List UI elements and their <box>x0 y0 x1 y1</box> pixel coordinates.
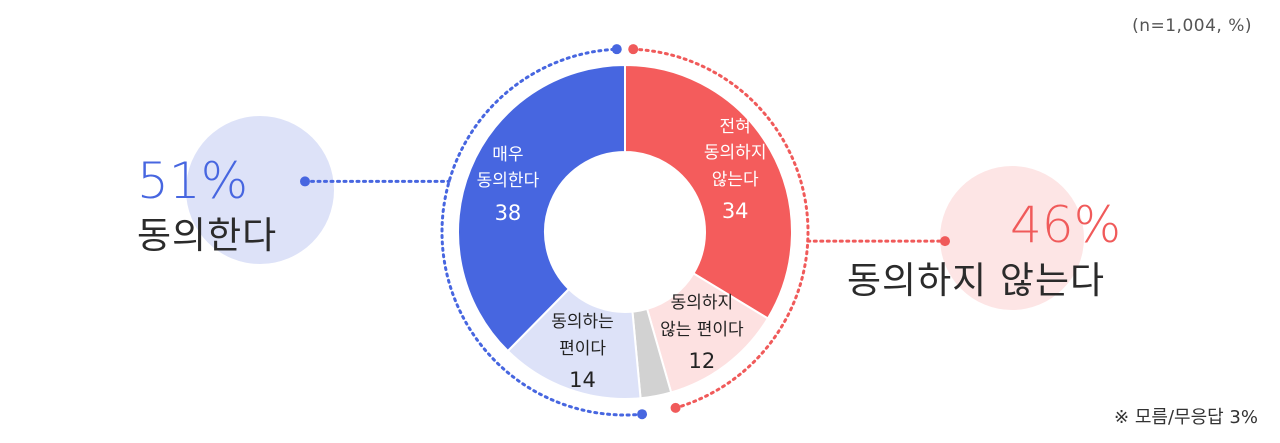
disagree-bracket-dot-top <box>628 44 639 55</box>
slice-label-text: 동의한다 <box>476 171 540 192</box>
slice-value: 38 <box>494 200 522 225</box>
slice-label-text: 전혀 <box>719 116 751 137</box>
slice-label-text: 매우 <box>492 145 524 166</box>
slice-value: 34 <box>721 198 749 223</box>
agree-total-percent: 51% <box>137 152 249 210</box>
footnote: ※ 모름/무응답 3% <box>1114 407 1258 428</box>
disagree-total-percent: 46% <box>1010 196 1122 254</box>
slice-label-text: 않는 편이다 <box>660 319 744 340</box>
agree-bracket-dot-bottom <box>637 409 648 420</box>
agree-bracket-arc <box>440 47 644 417</box>
agree-summary-bubble <box>186 116 334 264</box>
agree-bracket-dot-top <box>611 44 622 55</box>
disagree-bracket-arc <box>631 47 810 410</box>
slice-label-text: 편이다 <box>559 338 606 359</box>
slice-label-text: 동의하지 <box>670 293 734 314</box>
slice-label-text: 동의하지 <box>703 143 767 164</box>
slice-strongly-agree <box>457 63 626 353</box>
slice-label-text: 않는다 <box>711 169 759 190</box>
disagree-bracket-dot-bottom <box>670 402 681 413</box>
slice-value: 12 <box>688 349 716 374</box>
agree-total-label: 동의한다 <box>137 214 278 257</box>
sample-size-note: (n=1,004, %) <box>1132 16 1252 36</box>
slice-value: 14 <box>569 367 596 392</box>
agree-connector-dot <box>300 176 310 187</box>
disagree-connector-dot <box>940 236 950 247</box>
slice-label-text: 동의하는 <box>551 312 614 333</box>
disagree-summary-bubble <box>940 166 1084 310</box>
slice-strongly-disagree <box>624 63 793 320</box>
disagree-total-label: 동의하지 않는다 <box>847 259 1106 302</box>
